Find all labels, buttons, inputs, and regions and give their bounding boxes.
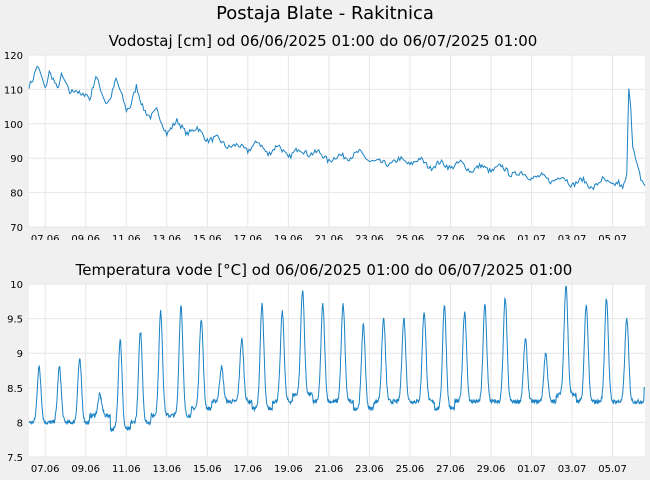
temp-plot-background: [29, 284, 645, 457]
temp-x-tick-label: 07.06: [31, 464, 60, 475]
temp-y-tick-label: 9: [17, 349, 23, 360]
temp-y-tick-label: 8.5: [7, 384, 23, 395]
level-y-tick-label: 110: [4, 85, 23, 96]
temp-x-tick-label: 17.06: [234, 464, 263, 475]
level-x-tick-label: 03.07: [558, 234, 587, 240]
temp-x-tick-label: 25.06: [396, 464, 425, 475]
level-x-tick-label: 17.06: [234, 234, 263, 240]
level-y-tick-label: 100: [4, 120, 23, 131]
level-x-tick-label: 27.06: [436, 234, 465, 240]
level-y-tick-label: 80: [10, 189, 23, 200]
level-plot-background: [29, 55, 645, 227]
water-temperature-chart-title: Temperatura vode [°C] od 06/06/2025 01:0…: [75, 261, 573, 279]
level-series-line: [28, 65, 646, 191]
water-level-chart: Vodostaj [cm] od 06/06/2025 01:00 do 06/…: [4, 32, 646, 240]
level-x-tick-label: 21.06: [315, 234, 344, 240]
water-temperature-plot-area: 7.5 8 8.5 9 9.5 10 07.06 09.06 11.06 13.06 15.06 17…: [7, 280, 645, 475]
level-x-tick-label: 19.06: [274, 234, 303, 240]
level-y-tick-label: 70: [10, 223, 23, 234]
temp-x-tick-label: 19.06: [274, 464, 303, 475]
temp-x-tick-label: 09.06: [71, 464, 100, 475]
level-x-tick-label: 15.06: [193, 234, 222, 240]
temp-x-tick-label: 27.06: [436, 464, 465, 475]
temp-series-line: [28, 285, 645, 433]
level-x-tick-label: 05.07: [598, 234, 627, 240]
water-level-chart-title: Vodostaj [cm] od 06/06/2025 01:00 do 06/…: [109, 32, 538, 50]
temp-x-tick-label: 23.06: [355, 464, 384, 475]
temp-x-tick-label: 29.06: [477, 464, 506, 475]
level-x-tick-label: 11.06: [112, 234, 141, 240]
level-x-tick-label: 29.06: [477, 234, 506, 240]
temp-y-tick-label: 8: [17, 418, 23, 429]
temp-x-tick-label: 13.06: [152, 464, 181, 475]
level-x-tick-label: 09.06: [71, 234, 100, 240]
level-x-tick-label: 01.07: [517, 234, 546, 240]
temp-y-tick-label: 10: [10, 280, 23, 291]
temp-y-tick-label: 9.5: [7, 315, 23, 326]
temp-x-tick-label: 05.07: [598, 464, 627, 475]
level-y-tick-label: 90: [10, 154, 23, 165]
temp-x-tick-label: 11.06: [112, 464, 141, 475]
level-x-tick-label: 25.06: [396, 234, 425, 240]
level-x-tick-label: 13.06: [152, 234, 181, 240]
level-y-tick-label: 120: [4, 51, 23, 62]
temp-x-tick-label: 03.07: [558, 464, 587, 475]
temp-x-tick-label: 21.06: [315, 464, 344, 475]
temp-x-tick-label: 01.07: [517, 464, 546, 475]
level-x-tick-label: 07.06: [31, 234, 60, 240]
water-level-plot-area: 70 80 90 100 110 120 07.06 09.06 11.06 13.06 15.06…: [4, 51, 646, 240]
temp-x-tick-label: 15.06: [193, 464, 222, 475]
page-title: Postaja Blate - Rakitnica: [216, 3, 434, 24]
level-x-tick-label: 23.06: [355, 234, 384, 240]
temp-y-tick-label: 7.5: [7, 453, 23, 464]
